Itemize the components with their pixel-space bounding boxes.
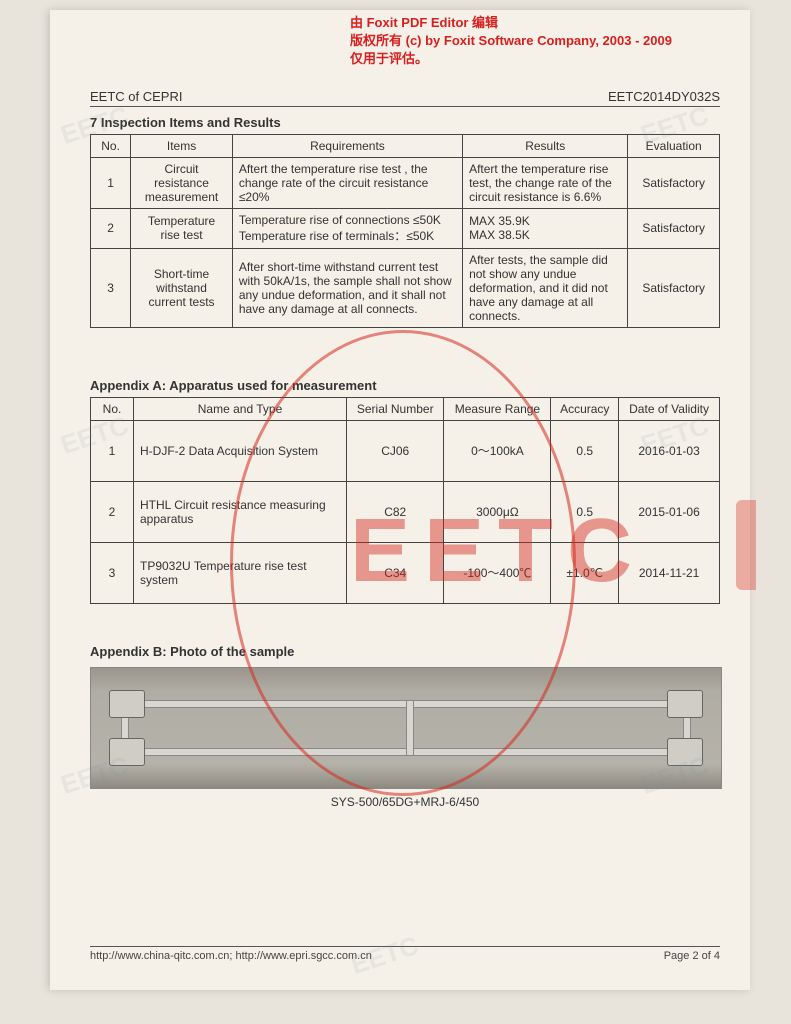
- cell-acc: ±1.0℃: [551, 542, 619, 603]
- cell-no: 3: [91, 248, 131, 327]
- cell-name: H-DJF-2 Data Acquisition System: [134, 420, 347, 481]
- page-footer: http://www.china-qitc.com.cn; http://www…: [90, 946, 720, 962]
- cell-req: Temperature rise of connections ≤50K Tem…: [232, 208, 462, 248]
- table-row: 2 HTHL Circuit resistance measuring appa…: [91, 481, 720, 542]
- col-serial: Serial Number: [347, 397, 444, 420]
- document-page: 由 Foxit PDF Editor 编辑 版权所有 (c) by Foxit …: [50, 10, 750, 990]
- cell-item: Circuit resistance measurement: [131, 157, 233, 208]
- cell-item: Short-time withstand current tests: [131, 248, 233, 327]
- inspection-table: No. Items Requirements Results Evaluatio…: [90, 134, 720, 328]
- cell-range: 3000μΩ: [444, 481, 551, 542]
- header-left: EETC of CEPRI: [90, 89, 182, 104]
- cell-req: Aftert the temperature rise test , the c…: [232, 157, 462, 208]
- foxit-line3: 仅用于评估。: [350, 50, 720, 68]
- cell-res: MAX 35.9K MAX 38.5K: [463, 208, 628, 248]
- cell-no: 1: [91, 420, 134, 481]
- table-header-row: No. Items Requirements Results Evaluatio…: [91, 134, 720, 157]
- cell-item: Temperature rise test: [131, 208, 233, 248]
- cell-range: 0～100kA: [444, 420, 551, 481]
- footer-page: Page 2 of 4: [664, 950, 720, 962]
- col-date: Date of Validity: [619, 397, 720, 420]
- col-no: No.: [91, 397, 134, 420]
- cell-no: 3: [91, 542, 134, 603]
- photo-clamp: [667, 690, 703, 718]
- cell-serial: CJ06: [347, 420, 444, 481]
- section7-title: 7 Inspection Items and Results: [90, 115, 720, 130]
- foxit-line2: 版权所有 (c) by Foxit Software Company, 2003…: [350, 32, 720, 50]
- col-name: Name and Type: [134, 397, 347, 420]
- appendixB-title: Appendix B: Photo of the sample: [90, 644, 720, 659]
- cell-req: After short-time withstand current test …: [232, 248, 462, 327]
- cell-serial: C34: [347, 542, 444, 603]
- col-res: Results: [463, 134, 628, 157]
- col-items: Items: [131, 134, 233, 157]
- page-header: EETC of CEPRI EETC2014DY032S: [90, 89, 720, 107]
- table-row: 1 Circuit resistance measurement Aftert …: [91, 157, 720, 208]
- table-row: 2 Temperature rise test Temperature rise…: [91, 208, 720, 248]
- cell-name: TP9032U Temperature rise test system: [134, 542, 347, 603]
- col-eval: Evaluation: [628, 134, 720, 157]
- cell-range: -100～400℃: [444, 542, 551, 603]
- cell-res: After tests, the sample did not show any…: [463, 248, 628, 327]
- cell-no: 2: [91, 208, 131, 248]
- side-seal: [736, 500, 756, 590]
- cell-name: HTHL Circuit resistance measuring appara…: [134, 481, 347, 542]
- appendixA-title: Appendix A: Apparatus used for measureme…: [90, 378, 720, 393]
- cell-no: 2: [91, 481, 134, 542]
- col-req: Requirements: [232, 134, 462, 157]
- cell-date: 2015-01-06: [619, 481, 720, 542]
- cell-date: 2014-11-21: [619, 542, 720, 603]
- table-header-row: No. Name and Type Serial Number Measure …: [91, 397, 720, 420]
- cell-acc: 0.5: [551, 420, 619, 481]
- header-right: EETC2014DY032S: [608, 89, 720, 104]
- sample-photo: [90, 667, 722, 789]
- col-acc: Accuracy: [551, 397, 619, 420]
- cell-date: 2016-01-03: [619, 420, 720, 481]
- table-row: 3 Short-time withstand current tests Aft…: [91, 248, 720, 327]
- cell-serial: C82: [347, 481, 444, 542]
- apparatus-table: No. Name and Type Serial Number Measure …: [90, 397, 720, 604]
- foxit-watermark: 由 Foxit PDF Editor 编辑 版权所有 (c) by Foxit …: [350, 14, 720, 69]
- table-row: 3 TP9032U Temperature rise test system C…: [91, 542, 720, 603]
- cell-eval: Satisfactory: [628, 157, 720, 208]
- cell-acc: 0.5: [551, 481, 619, 542]
- cell-res: Aftert the temperature rise test, the ch…: [463, 157, 628, 208]
- photo-clamp: [109, 690, 145, 718]
- photo-clamp: [109, 738, 145, 766]
- col-no: No.: [91, 134, 131, 157]
- cell-eval: Satisfactory: [628, 208, 720, 248]
- col-range: Measure Range: [444, 397, 551, 420]
- foxit-line1: 由 Foxit PDF Editor 编辑: [350, 14, 720, 32]
- photo-post: [406, 700, 414, 756]
- footer-url: http://www.china-qitc.com.cn; http://www…: [90, 950, 372, 962]
- photo-caption: SYS-500/65DG+MRJ-6/450: [90, 795, 720, 809]
- table-row: 1 H-DJF-2 Data Acquisition System CJ06 0…: [91, 420, 720, 481]
- cell-eval: Satisfactory: [628, 248, 720, 327]
- photo-clamp: [667, 738, 703, 766]
- cell-no: 1: [91, 157, 131, 208]
